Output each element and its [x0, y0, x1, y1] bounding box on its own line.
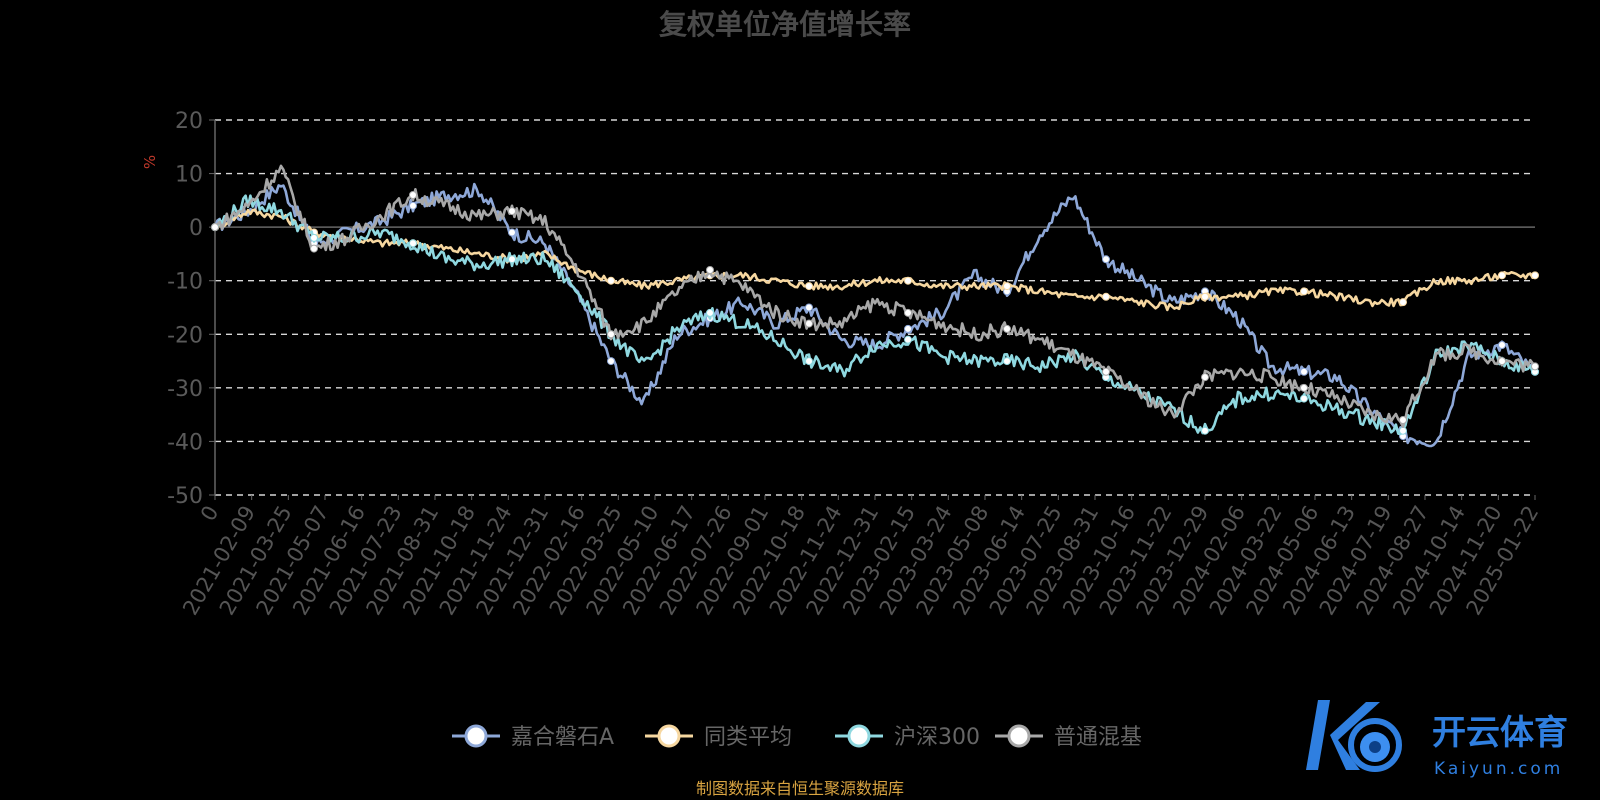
x-tick-labels: 02021-02-092021-03-252021-05-072021-06-1… — [178, 495, 1543, 619]
legend-label: 同类平均 — [704, 725, 792, 750]
data-point — [1498, 357, 1506, 366]
legend-item[interactable]: 嘉合磐石A — [452, 724, 614, 750]
legend-item[interactable]: 沪深300 — [835, 724, 980, 750]
y-tick-label: 20 — [175, 109, 203, 134]
data-point — [1399, 426, 1407, 435]
data-point — [1201, 373, 1209, 382]
data-point — [1300, 394, 1308, 403]
legend-marker — [464, 724, 488, 748]
data-point — [310, 244, 318, 253]
data-point — [706, 308, 714, 317]
data-point — [1399, 298, 1407, 307]
legend-marker — [657, 724, 681, 748]
y-tick-label: -20 — [167, 323, 203, 348]
y-tick-label: -30 — [167, 377, 203, 402]
data-point — [1399, 416, 1407, 424]
data-point — [508, 207, 516, 216]
series-line — [214, 194, 1535, 436]
legend-label: 普通混基 — [1054, 725, 1142, 750]
data-point — [1102, 367, 1110, 376]
data-point — [1201, 426, 1209, 435]
data-point — [1201, 292, 1209, 301]
data-point — [409, 201, 417, 210]
legend-marker — [1007, 724, 1031, 748]
data-point — [706, 266, 714, 274]
data-point — [904, 324, 912, 333]
data-point — [805, 303, 813, 312]
chart-title: 复权单位净值增长率 — [659, 8, 911, 41]
series-lines — [211, 164, 1539, 448]
data-point — [607, 357, 615, 366]
y-tick-label: 10 — [175, 163, 203, 188]
data-point — [1531, 271, 1539, 280]
legend-item[interactable]: 同类平均 — [645, 724, 792, 750]
data-point — [607, 276, 615, 285]
y-tick-label: -40 — [167, 430, 203, 455]
legend-marker — [847, 724, 871, 748]
logo-k-icon — [1306, 700, 1402, 772]
legend[interactable]: 嘉合磐石A 同类平均 沪深300 普通混基 — [452, 724, 1142, 750]
data-point — [310, 233, 318, 242]
y-tick-label: -10 — [167, 270, 203, 295]
watermark-title: 开云体育 — [1432, 713, 1568, 753]
data-point — [1102, 255, 1110, 264]
data-point — [904, 335, 912, 344]
legend-label: 沪深300 — [894, 725, 980, 750]
data-point — [1102, 292, 1110, 301]
watermark-sub: Kaiyun.com — [1434, 759, 1563, 779]
data-point — [1498, 271, 1506, 280]
data-point — [1300, 367, 1308, 376]
data-point — [409, 191, 417, 199]
data-point — [1003, 357, 1011, 366]
data-point — [904, 276, 912, 285]
y-tick-labels: 20 10 0 -10 -20 -30 -40 -50 — [167, 109, 203, 509]
data-point — [805, 319, 813, 328]
data-point — [805, 357, 813, 366]
data-point — [1300, 287, 1308, 296]
y-tick-label: -50 — [167, 484, 203, 509]
y-axis-label: % — [141, 155, 159, 169]
legend-label: 嘉合磐石A — [511, 725, 614, 750]
source-note: 制图数据来自恒生聚源数据库 — [696, 779, 904, 798]
data-point — [211, 223, 219, 232]
watermark-logo: 开云体育 Kaiyun.com — [1306, 700, 1568, 779]
data-point — [904, 308, 912, 317]
data-point — [508, 255, 516, 264]
data-point — [1531, 362, 1539, 371]
data-point — [409, 239, 417, 248]
data-point — [1300, 383, 1308, 392]
data-point — [1003, 324, 1011, 333]
data-point — [508, 228, 516, 237]
series-line — [214, 208, 1536, 312]
legend-item[interactable]: 普通混基 — [995, 724, 1142, 750]
data-point — [805, 282, 813, 291]
x-tick-label: 0 — [196, 502, 223, 526]
series-line — [214, 164, 1537, 429]
y-tick-label: 0 — [189, 216, 203, 241]
data-point — [607, 330, 615, 339]
data-point — [1003, 282, 1011, 291]
data-point — [1498, 341, 1506, 349]
